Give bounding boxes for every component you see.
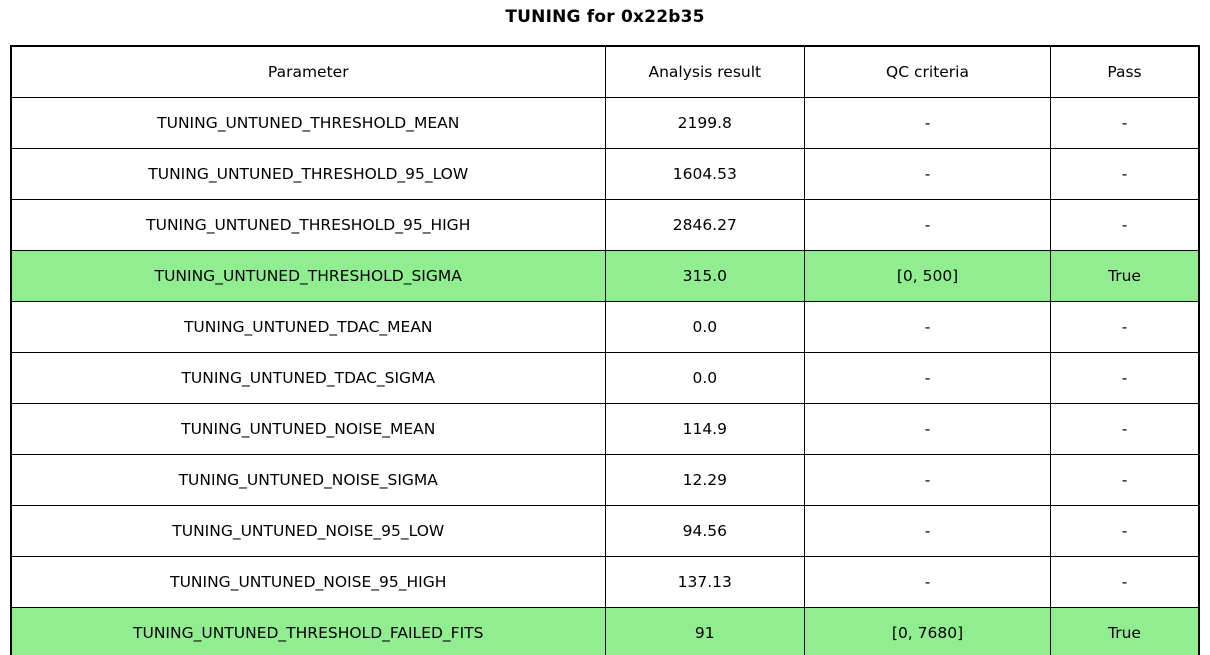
analysis-result-cell: 2199.8: [604, 97, 806, 149]
analysis-result-cell: 1604.53: [604, 148, 806, 200]
table-body: TUNING_UNTUNED_THRESHOLD_MEAN 2199.8- - TUN…: [10, 97, 1200, 655]
analysis-result-cell: 315.0: [604, 250, 806, 302]
table-row: TUNING_UNTUNED_NOISE_95_LOW 94.56- -: [10, 505, 1200, 557]
pass-cell: -: [1049, 97, 1200, 149]
pass-cell: True: [1049, 607, 1200, 655]
pass-cell: -: [1049, 454, 1200, 506]
analysis-result-cell: 2846.27: [604, 199, 806, 251]
parameter-cell: TUNING_UNTUNED_THRESHOLD_95_LOW: [10, 148, 606, 200]
parameter-cell: TUNING_UNTUNED_TDAC_SIGMA: [10, 352, 606, 404]
table-row: TUNING_UNTUNED_TDAC_MEAN 0.0- -: [10, 301, 1200, 353]
pass-cell: -: [1049, 556, 1200, 608]
qc-results-table: Parameter Analysis result QC criteria Pa…: [10, 45, 1200, 655]
table-row: TUNING_UNTUNED_NOISE_95_HIGH 137.13- -: [10, 556, 1200, 608]
page-title: TUNING for 0x22b35: [505, 7, 705, 27]
table-row: TUNING_UNTUNED_THRESHOLD_SIGMA 315.0 [0, 5…: [10, 250, 1200, 302]
qc-criteria-cell: -: [804, 148, 1051, 200]
column-header-qc-criteria: QC criteria: [804, 45, 1051, 98]
pass-cell: -: [1049, 352, 1200, 404]
analysis-result-cell: 94.56: [604, 505, 806, 557]
qc-criteria-cell: -: [804, 505, 1051, 557]
parameter-cell: TUNING_UNTUNED_TDAC_MEAN: [10, 301, 606, 353]
parameter-cell: TUNING_UNTUNED_THRESHOLD_MEAN: [10, 97, 606, 149]
parameter-cell: TUNING_UNTUNED_NOISE_95_LOW: [10, 505, 606, 557]
parameter-cell: TUNING_UNTUNED_NOISE_MEAN: [10, 403, 606, 455]
analysis-result-cell: 114.9: [604, 403, 806, 455]
analysis-result-cell: 0.0: [604, 352, 806, 404]
pass-cell: -: [1049, 301, 1200, 353]
table-row: TUNING_UNTUNED_NOISE_SIGMA 12.29- -: [10, 454, 1200, 506]
qc-criteria-cell: -: [804, 454, 1051, 506]
pass-cell: True: [1049, 250, 1200, 302]
qc-criteria-cell: -: [804, 556, 1051, 608]
table-row: TUNING_UNTUNED_THRESHOLD_FAILED_FITS 91 [0…: [10, 607, 1200, 655]
pass-cell: -: [1049, 403, 1200, 455]
pass-cell: -: [1049, 199, 1200, 251]
qc-criteria-cell: -: [804, 352, 1051, 404]
column-header-pass: Pass: [1049, 45, 1200, 98]
parameter-cell: TUNING_UNTUNED_THRESHOLD_SIGMA: [10, 250, 606, 302]
analysis-result-cell: 12.29: [604, 454, 806, 506]
column-header-parameter: Parameter: [10, 45, 606, 98]
analysis-result-cell: 137.13: [604, 556, 806, 608]
parameter-cell: TUNING_UNTUNED_THRESHOLD_FAILED_FITS: [10, 607, 606, 655]
table-row: TUNING_UNTUNED_THRESHOLD_95_LOW 1604.53- -: [10, 148, 1200, 200]
qc-criteria-cell: [0, 7680]: [804, 607, 1051, 655]
analysis-result-cell: 91: [604, 607, 806, 655]
pass-cell: -: [1049, 505, 1200, 557]
table-row: TUNING_UNTUNED_NOISE_MEAN 114.9- -: [10, 403, 1200, 455]
parameter-cell: TUNING_UNTUNED_THRESHOLD_95_HIGH: [10, 199, 606, 251]
qc-criteria-cell: -: [804, 301, 1051, 353]
pass-cell: -: [1049, 148, 1200, 200]
qc-criteria-cell: -: [804, 403, 1051, 455]
qc-criteria-cell: -: [804, 97, 1051, 149]
analysis-result-cell: 0.0: [604, 301, 806, 353]
table-row: TUNING_UNTUNED_THRESHOLD_95_HIGH 2846.27-…: [10, 199, 1200, 251]
table-row: TUNING_UNTUNED_THRESHOLD_MEAN 2199.8- -: [10, 97, 1200, 149]
column-header-analysis-result: Analysis result: [604, 45, 806, 98]
parameter-cell: TUNING_UNTUNED_NOISE_SIGMA: [10, 454, 606, 506]
qc-criteria-cell: -: [804, 199, 1051, 251]
parameter-cell: TUNING_UNTUNED_NOISE_95_HIGH: [10, 556, 606, 608]
table-row: TUNING_UNTUNED_TDAC_SIGMA 0.0- -: [10, 352, 1200, 404]
table-header-row: Parameter Analysis result QC criteria Pa…: [10, 45, 1200, 98]
qc-criteria-cell: [0, 500]: [804, 250, 1051, 302]
